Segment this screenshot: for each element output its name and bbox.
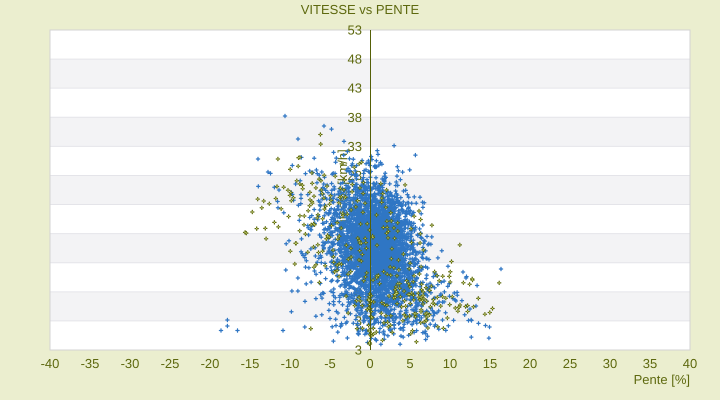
svg-text:Pente [%]: Pente [%] [634, 372, 690, 387]
svg-text:53: 53 [348, 23, 362, 38]
svg-text:33: 33 [348, 139, 362, 154]
svg-text:-25: -25 [161, 356, 180, 371]
svg-text:-20: -20 [201, 356, 220, 371]
svg-text:-10: -10 [281, 356, 300, 371]
svg-text:20: 20 [523, 356, 537, 371]
svg-text:3: 3 [355, 343, 362, 358]
svg-text:-40: -40 [41, 356, 60, 371]
svg-text:5: 5 [406, 356, 413, 371]
svg-text:0: 0 [366, 356, 373, 371]
svg-text:15: 15 [483, 356, 497, 371]
svg-text:43: 43 [348, 81, 362, 96]
svg-text:48: 48 [348, 52, 362, 67]
svg-text:25: 25 [563, 356, 577, 371]
svg-text:-5: -5 [324, 356, 336, 371]
svg-text:30: 30 [603, 356, 617, 371]
svg-text:10: 10 [443, 356, 457, 371]
svg-text:-15: -15 [241, 356, 260, 371]
svg-text:40: 40 [683, 356, 697, 371]
svg-text:VITESSE vs PENTE: VITESSE vs PENTE [301, 2, 420, 17]
svg-text:3: 3 [355, 313, 362, 328]
svg-text:38: 38 [348, 110, 362, 125]
svg-text:35: 35 [643, 356, 657, 371]
svg-text:-35: -35 [81, 356, 100, 371]
svg-text:-30: -30 [121, 356, 140, 371]
